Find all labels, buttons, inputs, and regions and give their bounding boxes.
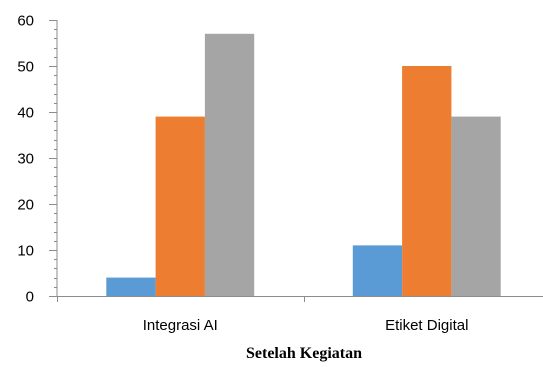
chart-title: Setelah Kegiatan bbox=[246, 345, 362, 362]
x-category-label: Integrasi AI bbox=[143, 317, 218, 334]
x-category-label: Etiket Digital bbox=[385, 317, 468, 334]
y-tick-label: 20 bbox=[17, 197, 34, 214]
y-tick-label: 0 bbox=[26, 289, 34, 306]
category-labels: Integrasi AI Etiket Digital bbox=[143, 317, 469, 334]
x-axis bbox=[57, 296, 543, 302]
y-tick-label: 60 bbox=[17, 13, 34, 30]
bars bbox=[106, 34, 500, 296]
y-tick-label: 10 bbox=[17, 243, 34, 260]
bar bbox=[106, 278, 155, 296]
y-tick-label: 30 bbox=[17, 151, 34, 168]
y-axis: 0 10 20 30 40 50 60 bbox=[17, 13, 57, 306]
bar bbox=[156, 117, 205, 296]
bar bbox=[451, 117, 500, 296]
bar bbox=[353, 245, 402, 296]
y-tick-label: 40 bbox=[17, 105, 34, 122]
bar bbox=[402, 66, 451, 296]
y-tick-label: 50 bbox=[17, 59, 34, 76]
bar bbox=[205, 34, 254, 296]
